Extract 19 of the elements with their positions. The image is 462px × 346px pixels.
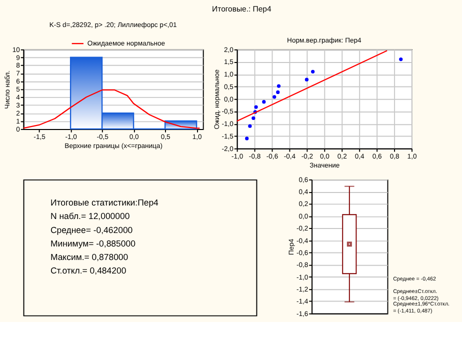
text: N набл.= 12,000000 (50, 211, 130, 222)
point (254, 105, 258, 109)
point (276, 84, 281, 88)
text: Максим.= 0,878000 (50, 252, 128, 262)
text: Ст.откл.= 0,484200 (50, 266, 126, 276)
point (304, 78, 309, 82)
point (245, 136, 249, 140)
text: Среднее= -0,462000 (50, 224, 133, 235)
line-series (23, 89, 200, 129)
point (272, 95, 276, 99)
text: Итоговые.: Пер4 (212, 4, 272, 14)
text: Минимум= -0,885000 (50, 238, 136, 248)
text: Итоговые статистики:Пер4 (50, 198, 159, 208)
point (311, 70, 315, 74)
point (262, 100, 266, 104)
point (399, 57, 403, 62)
point (248, 124, 252, 128)
point (252, 116, 256, 120)
point (276, 90, 280, 94)
